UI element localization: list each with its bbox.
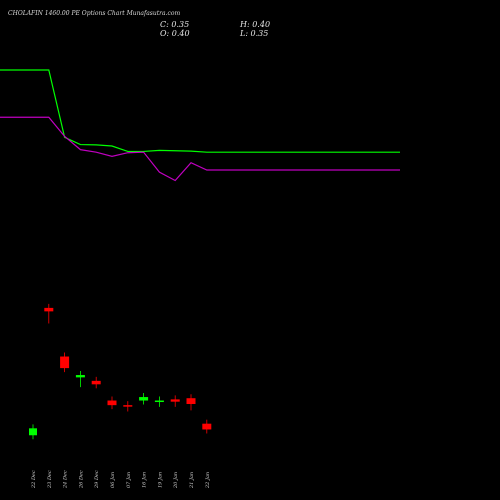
x-tick-label: 24 Dec bbox=[63, 470, 69, 489]
candle-body bbox=[75, 375, 85, 378]
candle-body bbox=[139, 397, 149, 401]
low-value: L: 0.35 bbox=[240, 29, 269, 38]
candle-body bbox=[107, 400, 117, 406]
candle-body bbox=[60, 356, 70, 369]
x-tick-label: 22 Dec bbox=[31, 470, 37, 489]
x-tick-label: 26 Dec bbox=[78, 470, 84, 489]
open-value: O: 0.40 bbox=[160, 29, 190, 38]
candle-body bbox=[123, 405, 133, 407]
candle-body bbox=[202, 423, 212, 430]
x-tick-label: 22 Jan bbox=[205, 472, 211, 489]
close-value: C: 0.35 bbox=[160, 20, 190, 29]
candle-body bbox=[29, 428, 37, 436]
x-tick-label: 19 Jan bbox=[157, 472, 163, 488]
x-tick-label: 23 Dec bbox=[47, 470, 53, 489]
chart-title: CHOLAFIN 1460.00 PE Options Chart Munafa… bbox=[8, 10, 181, 17]
high-value: H: 0.40 bbox=[240, 20, 271, 29]
x-tick-label: 20 Jan bbox=[173, 472, 179, 489]
x-tick-label: 16 Jan bbox=[142, 472, 148, 488]
candle-body bbox=[186, 398, 196, 404]
x-tick-label: 21 Jan bbox=[189, 472, 195, 489]
x-tick-label: 06 Jan bbox=[110, 472, 116, 488]
candle-body bbox=[91, 380, 101, 385]
candle-body bbox=[154, 400, 164, 403]
x-tick-label: 29 Dec bbox=[94, 470, 100, 489]
indicator-line-1 bbox=[0, 69, 400, 153]
candle-body bbox=[44, 307, 54, 312]
indicator-line-2 bbox=[0, 116, 400, 182]
x-tick-label: 07 Jan bbox=[126, 472, 132, 488]
candle-body bbox=[170, 399, 180, 402]
